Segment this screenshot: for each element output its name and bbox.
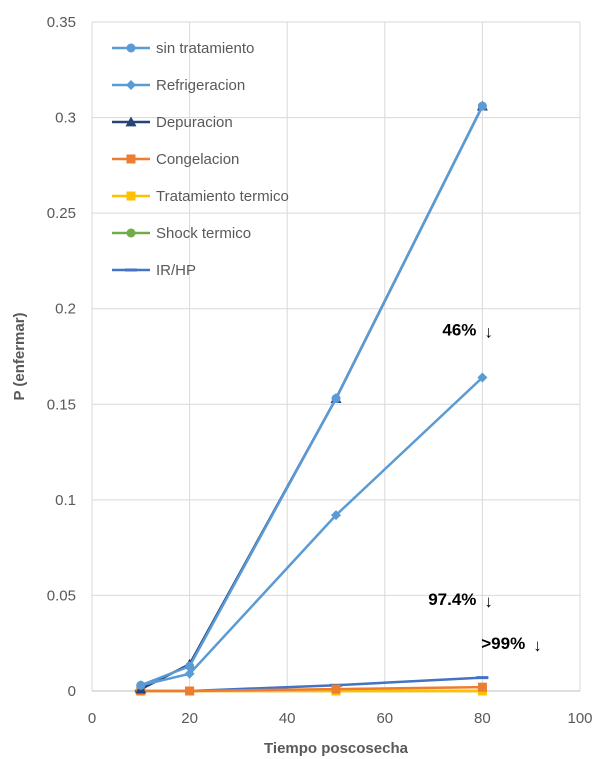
x-tick-label: 40 (279, 710, 296, 727)
data-point (477, 101, 487, 111)
series-congelacion (136, 682, 487, 696)
x-axis-title: Tiempo poscosecha (264, 740, 409, 757)
legend-item: IR/HP (112, 262, 196, 279)
legend-label: Depuracion (156, 114, 233, 131)
down-arrow-icon: ↓ (484, 592, 493, 611)
data-point (185, 661, 195, 671)
legend-marker (126, 43, 136, 53)
data-point (331, 510, 341, 521)
legend-item: Congelacion (112, 151, 239, 168)
x-tick-label: 0 (88, 710, 96, 727)
annotation-label: 97.4% (428, 590, 476, 609)
x-tick-label: 100 (567, 710, 592, 727)
legend-label: sin tratamiento (156, 40, 254, 57)
legend-label: Tratamiento termico (156, 188, 289, 205)
y-tick-label: 0 (68, 683, 76, 700)
annotation-label: >99% (481, 634, 525, 653)
legend-marker (125, 116, 137, 127)
legend-item: Shock termico (112, 225, 251, 242)
y-tick-label: 0.05 (47, 587, 76, 604)
legend: sin tratamiento Refrigeracion Depuracion Co… (112, 40, 289, 279)
data-point (185, 686, 195, 696)
y-tick-label: 0.1 (55, 492, 76, 509)
y-tick-label: 0.15 (47, 396, 76, 413)
y-tick-label: 0.25 (47, 205, 76, 222)
legend-marker (126, 154, 136, 164)
series-line (140, 685, 483, 693)
y-axis-title: P (enfermar) (11, 312, 28, 400)
legend-item: Tratamiento termico (112, 188, 289, 205)
annotation-label: 46% (442, 320, 476, 339)
series-refrigeracion (135, 372, 488, 691)
series-sin-tratamiento (136, 101, 487, 690)
x-tick-label: 80 (474, 710, 491, 727)
data-point (476, 676, 489, 680)
x-tick-label: 20 (181, 710, 198, 727)
legend-label: Shock termico (156, 225, 251, 242)
series-line (140, 376, 484, 687)
legend-label: Congelacion (156, 151, 239, 168)
y-tick-label: 0.3 (55, 110, 76, 127)
legend-item: Refrigeracion (112, 77, 245, 94)
series-line (140, 105, 484, 687)
legend-marker (125, 268, 137, 272)
down-arrow-icon: ↓ (484, 322, 493, 341)
data-point (477, 372, 488, 383)
data-point (331, 684, 341, 694)
legend-marker (126, 80, 136, 90)
data-point (477, 682, 487, 692)
tick-labels: 0 0.05 0.1 0.15 0.2 0.25 0.3 0.35 0 20 40 60 80 100 (47, 14, 593, 727)
gridlines (92, 21, 581, 691)
data-point (184, 668, 195, 679)
x-tick-label: 60 (376, 710, 393, 727)
annotations: 46% ↓ 97.4% ↓ >99% ↓ (428, 320, 542, 654)
y-tick-label: 0.35 (47, 14, 76, 31)
down-arrow-icon: ↓ (533, 636, 542, 655)
series-lines (134, 100, 489, 696)
data-point (136, 680, 146, 690)
legend-label: Refrigeracion (156, 77, 245, 94)
legend-item: sin tratamiento (112, 40, 254, 57)
legend-marker (126, 191, 136, 201)
legend-item: Depuracion (112, 114, 233, 131)
data-point (331, 394, 341, 404)
legend-marker (126, 228, 136, 238)
legend-label: IR/HP (156, 262, 196, 279)
y-tick-label: 0.2 (55, 301, 76, 318)
